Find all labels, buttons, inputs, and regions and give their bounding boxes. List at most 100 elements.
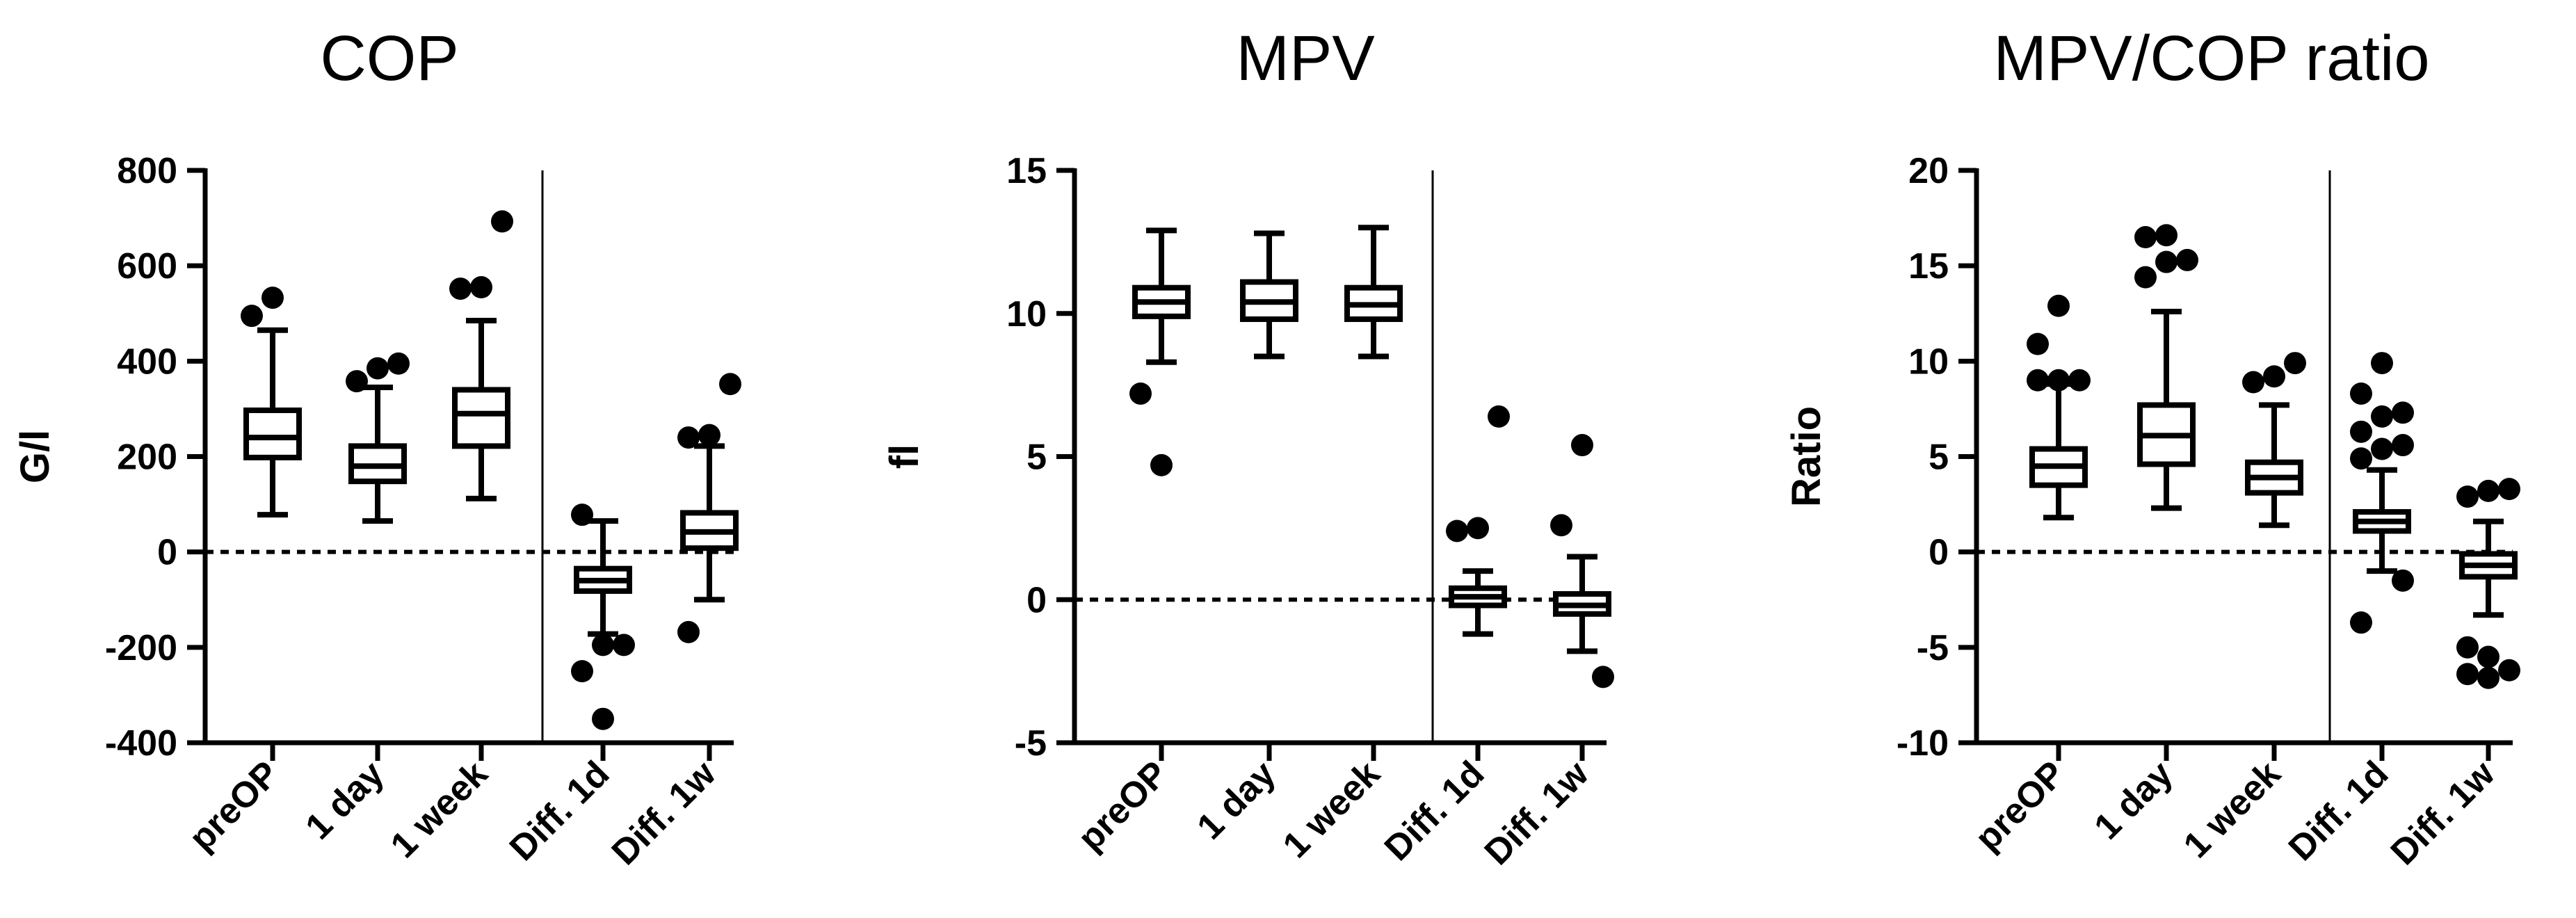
y-tick-label: -400	[105, 723, 177, 764]
y-tick-label: 15	[1006, 151, 1047, 191]
x-tick-label: Diff. 1w	[1477, 753, 1597, 873]
y-tick-label: 0	[157, 533, 177, 573]
y-tick-label: -200	[105, 628, 177, 668]
outlier-point	[2027, 332, 2049, 355]
outlier-point	[2155, 250, 2177, 273]
box-plot-1	[2027, 294, 2091, 521]
outlier-point	[346, 370, 368, 393]
x-tick-label: 1 week	[383, 753, 496, 866]
outlier-point	[1592, 666, 1614, 688]
y-tick-label: 800	[117, 151, 177, 191]
outlier-point	[2477, 666, 2499, 689]
outlier-point	[677, 620, 700, 643]
box-plot-1	[241, 287, 302, 518]
outlier-point	[2371, 437, 2393, 460]
y-tick-label: -10	[1897, 723, 1949, 764]
outlier-point	[2477, 479, 2499, 502]
x-tick-label: Diff. 1d	[1377, 753, 1492, 869]
y-tick-label: 15	[1908, 246, 1949, 287]
panel-3: MPV/COP ratio Ratio -10 -5 0 5 10 15 20 preOP 1 da…	[1784, 23, 2520, 873]
chart-title: COP	[320, 23, 458, 94]
outlier-point	[387, 352, 410, 375]
outlier-point	[2456, 663, 2479, 686]
outlier-point	[571, 504, 593, 526]
y-tick-label: -5	[1917, 628, 1949, 668]
y-tick-label: 0	[1027, 580, 1047, 620]
outlier-point	[449, 277, 472, 300]
outlier-point	[571, 660, 593, 683]
outlier-point	[241, 305, 263, 328]
outlier-point	[2176, 248, 2198, 271]
x-tick-label: preOP	[182, 753, 287, 858]
outlier-point	[2498, 478, 2520, 501]
outlier-point	[470, 276, 492, 299]
outlier-point	[1150, 453, 1173, 476]
x-tick-label: 1 day	[2086, 753, 2180, 847]
outlier-point	[2263, 365, 2285, 388]
outlier-point	[2068, 369, 2091, 392]
y-tick-label: 5	[1929, 437, 1949, 478]
x-tick-label: 1 week	[2176, 753, 2289, 866]
outlier-point	[2371, 405, 2393, 428]
y-tick-label: 400	[117, 341, 177, 382]
outlier-point	[2456, 636, 2479, 659]
outlier-point	[677, 426, 700, 449]
outlier-point	[2350, 420, 2372, 443]
box-plot-2	[2134, 224, 2198, 511]
outlier-point	[2498, 659, 2520, 682]
outlier-point	[367, 357, 389, 380]
y-tick-label: 10	[1908, 341, 1949, 382]
outlier-point	[1129, 382, 1152, 405]
outlier-point	[698, 424, 721, 446]
outlier-point	[2350, 447, 2372, 470]
y-tick-label: 5	[1027, 437, 1047, 478]
outlier-point	[2392, 401, 2414, 424]
outlier-point	[2047, 369, 2070, 392]
x-tick-label: 1 day	[298, 753, 392, 847]
x-tick-label: Diff. 1d	[502, 753, 618, 869]
outlier-point	[2134, 226, 2157, 249]
interquartile-box	[452, 387, 510, 449]
outlier-point	[2456, 485, 2479, 508]
box-plot-5	[2456, 478, 2520, 689]
box-plot-3	[449, 210, 513, 501]
outlier-point	[719, 373, 741, 396]
y-tick-label: 10	[1006, 294, 1047, 335]
outlier-point	[2242, 371, 2264, 394]
box-plot-4	[1446, 405, 1510, 637]
y-tick-label: 20	[1908, 151, 1949, 191]
box-plot-3	[2242, 352, 2306, 529]
outlier-point	[1446, 520, 1468, 542]
outlier-point	[491, 210, 513, 233]
y-tick-label: 200	[117, 437, 177, 478]
y-axis-label: G/l	[13, 430, 58, 483]
box-plot-5	[1550, 434, 1614, 688]
outlier-point	[1488, 405, 1510, 428]
x-tick-label: 1 day	[1189, 753, 1283, 847]
outlier-point	[2134, 266, 2157, 289]
outlier-point	[2284, 352, 2306, 375]
chart-title: MPV/COP ratio	[1993, 23, 2429, 94]
y-tick-label: 0	[1929, 533, 1949, 573]
x-tick-label: preOP	[1967, 753, 2072, 858]
outlier-point	[1467, 517, 1489, 540]
outlier-point	[1571, 434, 1593, 457]
box-plot-4	[571, 504, 635, 730]
outlier-point	[2350, 382, 2372, 405]
box-plot-4	[2350, 352, 2414, 634]
box-plot-1	[1129, 227, 1191, 476]
outlier-point	[2392, 434, 2414, 457]
box-plot-2	[346, 352, 410, 524]
y-tick-label: 600	[117, 246, 177, 287]
x-tick-label: Diff. 1w	[604, 753, 724, 873]
outlier-point	[2047, 294, 2070, 317]
x-tick-label: Diff. 1d	[2281, 753, 2397, 869]
x-tick-label: Diff. 1w	[2383, 753, 2503, 873]
box-plot-3	[1344, 225, 1403, 360]
outlier-point	[2350, 611, 2372, 634]
box-plot-2	[1240, 230, 1298, 360]
outlier-point	[2477, 645, 2499, 668]
